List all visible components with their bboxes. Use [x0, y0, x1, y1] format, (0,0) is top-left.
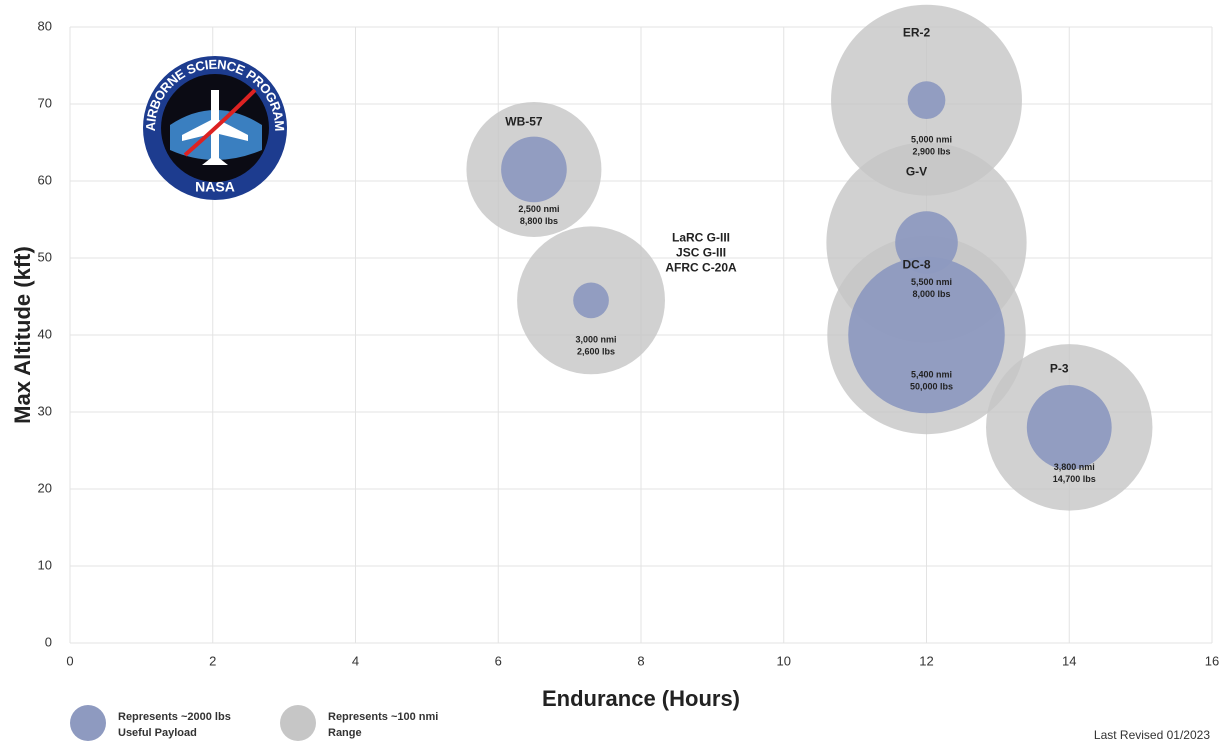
range-label: 5,400 nmi	[911, 369, 952, 379]
x-tick-label: 12	[919, 653, 933, 668]
aircraft-label: P-3	[1050, 361, 1069, 375]
y-tick-label: 10	[38, 557, 52, 572]
range-label: 3,000 nmi	[576, 335, 617, 345]
y-tick-label: 0	[45, 634, 52, 649]
aircraft-label: WB-57	[505, 114, 543, 128]
range-label: 5,500 nmi	[911, 277, 952, 287]
x-tick-label: 4	[352, 653, 359, 668]
x-tick-label: 8	[637, 653, 644, 668]
payload-label: 50,000 lbs	[910, 381, 953, 391]
x-tick-label: 2	[209, 653, 216, 668]
logo: AIRBORNE SCIENCE PROGRAM NASA	[143, 56, 287, 200]
x-tick-label: 0	[66, 653, 73, 668]
x-tick-label: 16	[1205, 653, 1219, 668]
logo-text: NASA	[195, 179, 235, 195]
aircraft-label: AFRC C-20A	[665, 261, 737, 275]
aircraft-label: DC-8	[902, 258, 930, 272]
aircraft-label: JSC G-III	[676, 246, 726, 260]
x-axis-title: Endurance (Hours)	[542, 686, 740, 711]
legend-label: Represents ~100 nmi	[328, 711, 438, 723]
range-label: 3,800 nmi	[1054, 462, 1095, 472]
payload-bubble	[907, 81, 946, 119]
x-tick-label: 6	[495, 653, 502, 668]
payload-label: 2,600 lbs	[577, 347, 615, 357]
y-tick-label: 80	[38, 18, 52, 33]
payload-label: 8,000 lbs	[912, 289, 950, 299]
payload-bubble	[895, 211, 958, 274]
payload-bubble	[848, 256, 1005, 414]
payload-label: 14,700 lbs	[1053, 474, 1096, 484]
legend-swatch	[70, 705, 106, 741]
legend-label: Range	[328, 727, 362, 739]
y-tick-label: 70	[38, 95, 52, 110]
range-label: 5,000 nmi	[911, 135, 952, 145]
payload-label: 2,900 lbs	[912, 147, 950, 157]
aircraft-label: ER-2	[903, 26, 931, 40]
y-tick-label: 30	[38, 403, 52, 418]
aircraft-label: LaRC G-III	[672, 231, 730, 245]
legend-label: Represents ~2000 lbs	[118, 711, 231, 723]
footnote: Last Revised 01/2023	[1094, 728, 1210, 742]
x-tick-label: 10	[777, 653, 791, 668]
y-tick-label: 40	[38, 326, 52, 341]
x-tick-label: 14	[1062, 653, 1076, 668]
payload-bubble	[501, 136, 567, 203]
y-tick-label: 20	[38, 480, 52, 495]
payload-bubble	[1026, 384, 1112, 470]
plot-area: 0 10 20 30 40 50 60 70 80 0 2 4 6 8 10 12 14 16 ER-2 5,000 …	[38, 4, 1219, 741]
y-axis-title: Max Altitude (kft)	[10, 246, 35, 424]
logo-swoosh	[183, 88, 257, 157]
y-tick-label: 50	[38, 249, 52, 264]
y-tick-label: 60	[38, 172, 52, 187]
payload-bubble	[573, 282, 609, 319]
aircraft-label: G-V	[906, 165, 927, 179]
payload-label: 8,800 lbs	[520, 216, 558, 226]
legend-swatch	[280, 705, 316, 741]
legend-label: Useful Payload	[118, 727, 197, 739]
range-label: 2,500 nmi	[518, 204, 559, 214]
